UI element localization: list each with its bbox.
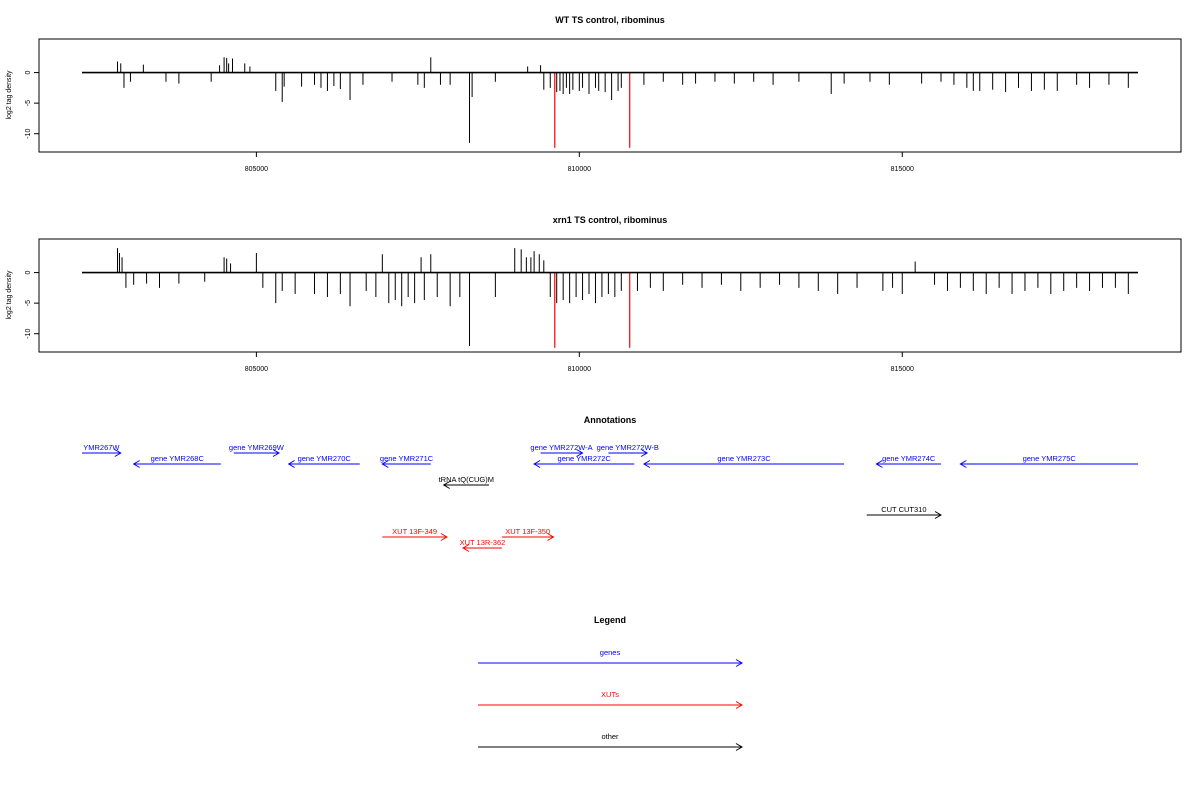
legend-arrow-head (735, 743, 743, 751)
xut-feature: XUT 13R-362 (460, 538, 506, 552)
wt-bars (82, 57, 1138, 148)
gene-arrow-head (287, 460, 295, 468)
other-arrow-head (442, 481, 450, 489)
legend-label: genes (600, 648, 621, 657)
gene-arrow-head (640, 449, 649, 457)
legend: Legend genes XUTs other (478, 615, 743, 751)
gene-label: gene YMR272C (558, 454, 612, 463)
x-tick-label: 815000 (891, 166, 914, 173)
legend-item: genes (478, 648, 743, 667)
gene-arrow-head (381, 460, 389, 468)
xut-arrow-head (547, 533, 555, 541)
gene-feature: YMR267W (82, 443, 122, 457)
other-feature: tRNA tQ(CUG)M (439, 475, 494, 489)
annotations-panel: Annotations YMR267W gene YMR268C gene YMR2… (82, 415, 1138, 552)
legend-label: other (601, 732, 619, 741)
x-tick-label: 805000 (245, 166, 268, 173)
xrn1-y-axis: 0 -5 -10 (25, 271, 39, 339)
annotations-title: Annotations (584, 415, 637, 425)
gene-feature: gene YMR274C (875, 454, 942, 468)
x-tick-label: 805000 (245, 366, 268, 373)
xrn1-x-axis: 805000 810000 815000 (245, 352, 914, 373)
gene-feature: gene YMR270C (287, 454, 360, 468)
xrn1-track-title: xrn1 TS control, ribominus (553, 215, 668, 225)
gene-label: gene YMR272W-B (597, 443, 659, 452)
wt-track-title: WT TS control, ribominus (555, 15, 665, 25)
y-tick-label: 0 (25, 271, 32, 275)
xrn1-track-panel: xrn1 TS control, ribominus log2 tag dens… (6, 215, 1182, 373)
gene-arrow-head (114, 449, 122, 457)
other-label: tRNA tQ(CUG)M (439, 475, 494, 484)
legend-title: Legend (594, 615, 626, 625)
legend-item: XUTs (478, 690, 743, 709)
gene-label: gene YMR268C (151, 454, 205, 463)
other-arrow-head (934, 511, 943, 519)
gene-arrow-head (576, 449, 584, 457)
gene-arrow-head (132, 460, 140, 468)
gene-label: gene YMR273C (717, 454, 771, 463)
xut-label: XUT 13R-362 (460, 538, 506, 547)
gene-arrow-head (272, 449, 280, 457)
legend-items: genes XUTs other (478, 648, 743, 751)
xut-label: XUT 13F-350 (505, 527, 550, 536)
legend-item: other (478, 732, 743, 751)
gene-label: YMR267W (83, 443, 120, 452)
y-tick-label: -10 (25, 129, 32, 139)
y-tick-label: 0 (25, 71, 32, 75)
xut-label: XUT 13F-349 (392, 527, 437, 536)
gene-label: gene YMR269W (229, 443, 285, 452)
gene-label: gene YMR275C (1023, 454, 1077, 463)
gene-feature: gene YMR271C (380, 454, 434, 468)
gene-arrow-head (959, 460, 967, 468)
xut-feature: XUT 13F-349 (382, 527, 448, 541)
other-feature: CUT CUT310 (866, 505, 943, 519)
xut-arrow-head (440, 533, 448, 541)
gene-label: gene YMR274C (882, 454, 936, 463)
legend-label: XUTs (601, 690, 619, 699)
y-tick-label: -5 (25, 300, 32, 306)
xut-arrow-head (462, 544, 470, 552)
gene-feature: gene YMR272W-B (597, 443, 659, 457)
gene-feature: gene YMR273C (642, 454, 845, 468)
gene-feature: gene YMR272C (533, 454, 635, 468)
gene-arrow-head (533, 460, 541, 468)
y-tick-label: -5 (25, 100, 32, 106)
gene-feature: gene YMR272W-A (530, 443, 593, 457)
legend-arrow-head (735, 701, 743, 709)
wt-y-axis-label: log2 tag density (6, 70, 13, 120)
gene-label: gene YMR270C (298, 454, 352, 463)
gene-feature: gene YMR275C (959, 454, 1138, 468)
gene-label: gene YMR272W-A (530, 443, 592, 452)
annotation-features: YMR267W gene YMR268C gene YMR269W gene YMR2… (82, 443, 1138, 552)
xut-feature: XUT 13F-350 (501, 527, 555, 541)
y-tick-label: -10 (25, 329, 32, 339)
x-tick-label: 810000 (568, 166, 591, 173)
gene-feature: gene YMR269W (229, 443, 285, 457)
gene-arrow-head (642, 460, 651, 468)
wt-plot-frame (38, 38, 1182, 153)
gene-feature: gene YMR268C (132, 454, 221, 468)
legend-arrow-head (735, 659, 743, 667)
gene-label: gene YMR271C (380, 454, 434, 463)
xrn1-y-axis-label: log2 tag density (6, 270, 13, 320)
wt-x-axis: 805000 810000 815000 (245, 152, 914, 173)
x-tick-label: 810000 (568, 366, 591, 373)
xrn1-bars (82, 248, 1138, 348)
wt-track-panel: WT TS control, ribominus log2 tag densit… (6, 15, 1182, 173)
gene-arrow-head (875, 460, 883, 468)
xrn1-plot-frame (38, 238, 1182, 353)
x-tick-label: 815000 (891, 366, 914, 373)
other-label: CUT CUT310 (881, 505, 926, 514)
wt-y-axis: 0 -5 -10 (25, 71, 39, 139)
